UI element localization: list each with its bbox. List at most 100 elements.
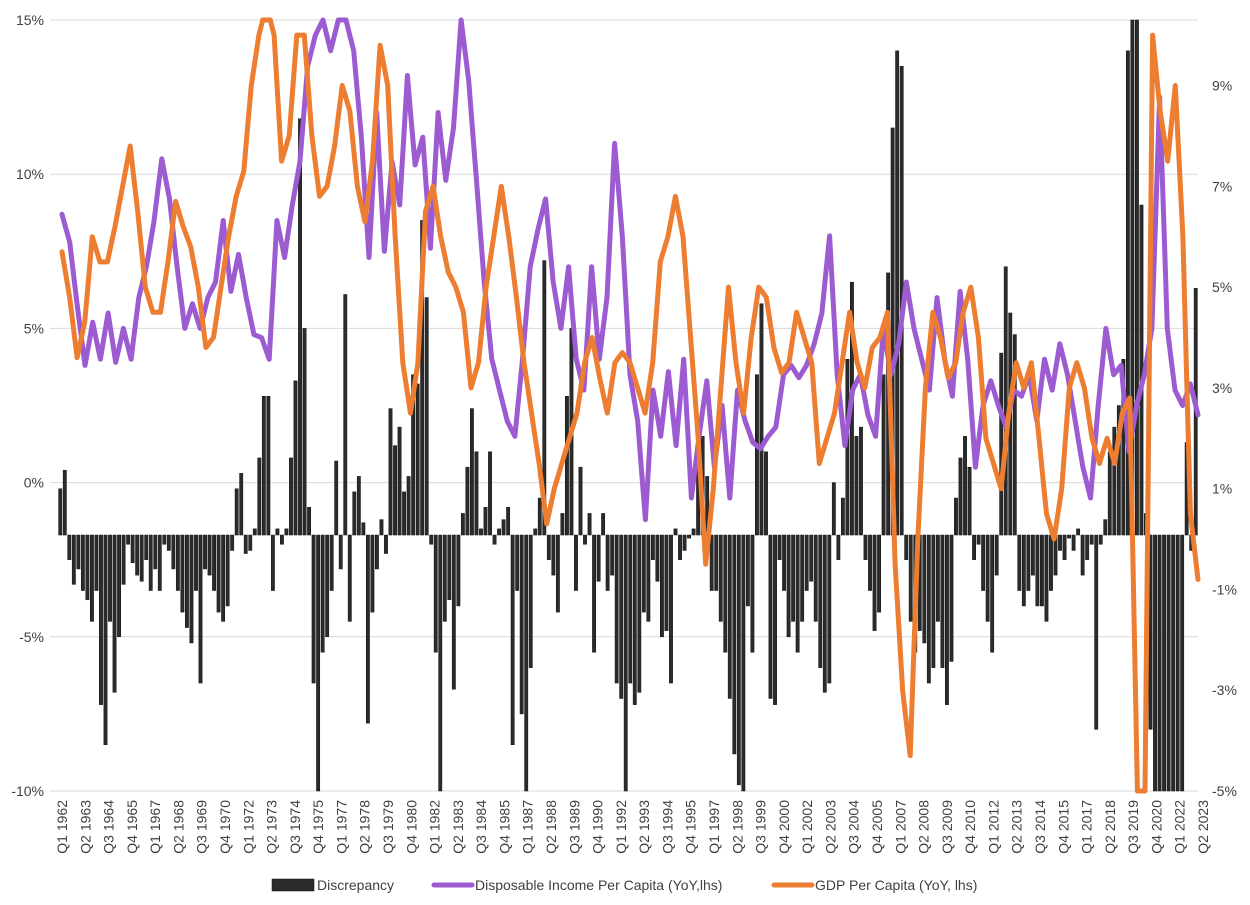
x-tick-label: Q4 2020 [1148, 800, 1164, 854]
x-tick-label: Q3 1969 [194, 800, 210, 854]
discrepancy-bar [162, 534, 167, 545]
x-tick-label: Q4 1980 [403, 800, 419, 854]
discrepancy-bar [709, 534, 714, 591]
discrepancy-bar [813, 534, 818, 622]
right-tick-label: -1% [1212, 581, 1237, 597]
discrepancy-bar [537, 497, 542, 536]
discrepancy-bar [836, 534, 841, 560]
discrepancy-bar [121, 534, 126, 585]
discrepancy-bar [533, 528, 538, 536]
discrepancy-bar [135, 534, 140, 576]
discrepancy-bar [822, 534, 827, 693]
discrepancy-bar [207, 534, 212, 576]
discrepancy-bar [831, 482, 836, 536]
discrepancy-bar [863, 534, 868, 560]
discrepancy-bar [212, 534, 216, 591]
discrepancy-bar [1021, 534, 1026, 607]
right-tick-label: 1% [1212, 481, 1232, 497]
discrepancy-bar [460, 513, 465, 536]
x-tick-label: Q4 1995 [683, 800, 699, 854]
discrepancy-bar [275, 528, 280, 536]
discrepancy-bar [329, 534, 334, 591]
discrepancy-bar [474, 451, 479, 536]
discrepancy-bar [225, 534, 230, 607]
discrepancy-bar [316, 534, 321, 792]
discrepancy-bar [940, 534, 945, 668]
discrepancy-bar [411, 374, 416, 536]
discrepancy-bar [148, 534, 153, 591]
discrepancy-bar [103, 534, 108, 745]
discrepancy-bar [85, 534, 90, 601]
discrepancy-bar [266, 395, 271, 536]
discrepancy-bar [637, 534, 642, 693]
discrepancy-bar [741, 534, 746, 792]
discrepancy-bar [451, 534, 456, 690]
discrepancy-bar [596, 534, 601, 582]
discrepancy-bar [420, 220, 425, 536]
discrepancy-bar [447, 534, 452, 601]
discrepancy-bar [144, 534, 149, 560]
discrepancy-bar [185, 534, 189, 628]
discrepancy-bar [859, 426, 863, 536]
x-tick-label: Q1 1972 [240, 800, 256, 854]
x-tick-label: Q3 1989 [566, 800, 582, 854]
discrepancy-bar [257, 457, 262, 536]
discrepancy-bar [1180, 534, 1185, 792]
discrepancy-bar [727, 534, 732, 699]
discrepancy-bar [714, 534, 719, 591]
right-tick-label: -5% [1212, 783, 1237, 799]
discrepancy-bar [777, 534, 782, 560]
discrepancy-bar [393, 445, 397, 536]
x-tick-label: Q1 1977 [333, 800, 349, 854]
x-tick-label: Q4 1965 [124, 800, 140, 854]
legend-label: Discrepancy [317, 877, 394, 893]
discrepancy-bar [510, 534, 515, 745]
x-tick-label: Q1 1982 [427, 800, 443, 854]
x-tick-label: Q2 1983 [450, 800, 466, 854]
discrepancy-bar [809, 534, 814, 582]
x-tick-label: Q4 2000 [776, 800, 792, 854]
discrepancy-bar [71, 534, 76, 585]
discrepancy-bar [655, 534, 660, 582]
discrepancy-bar [954, 497, 958, 536]
discrepancy-bar [736, 534, 741, 786]
discrepancy-bar [203, 534, 207, 570]
discrepancy-bar [243, 534, 248, 554]
discrepancy-bar [614, 534, 619, 684]
discrepancy-bar [298, 118, 302, 536]
discrepancy-bar [669, 534, 673, 684]
discrepancy-bar [1080, 534, 1085, 576]
discrepancy-bar [1049, 534, 1053, 591]
discrepancy-bar [270, 534, 275, 591]
right-tick-label: -3% [1212, 682, 1237, 698]
discrepancy-bar [483, 507, 488, 536]
discrepancy-bar [406, 476, 411, 536]
discrepancy-bar [99, 534, 103, 705]
series-lines [59, 17, 1201, 794]
discrepancy-bar [949, 534, 954, 662]
discrepancy-bar [1030, 534, 1035, 576]
discrepancy-bar [356, 476, 361, 536]
discrepancy-bar [904, 534, 909, 560]
discrepancy-bar [827, 534, 832, 684]
discrepancy-bar [189, 534, 194, 644]
discrepancy-bar [379, 519, 384, 536]
x-tick-label: Q4 2005 [869, 800, 885, 854]
x-tick-label: Q1 1962 [54, 800, 70, 854]
x-tick-label: Q2 1963 [77, 800, 93, 854]
x-tick-label: Q1 2007 [892, 800, 908, 854]
discrepancy-bar [320, 534, 325, 653]
discrepancy-bar [678, 534, 682, 560]
x-tick-label: Q1 2022 [1172, 800, 1188, 854]
discrepancy-bar [908, 534, 913, 622]
discrepancy-bar [673, 528, 678, 536]
discrepancy-bar [1116, 405, 1121, 536]
x-tick-label: Q4 1970 [217, 800, 233, 854]
discrepancy-bar [895, 50, 900, 536]
x-tick-label: Q4 1975 [310, 800, 326, 854]
x-tick-label: Q3 1964 [101, 800, 117, 854]
x-tick-label: Q1 2012 [985, 800, 1001, 854]
discrepancy-bar [623, 534, 628, 792]
discrepancy-bar [248, 534, 253, 551]
